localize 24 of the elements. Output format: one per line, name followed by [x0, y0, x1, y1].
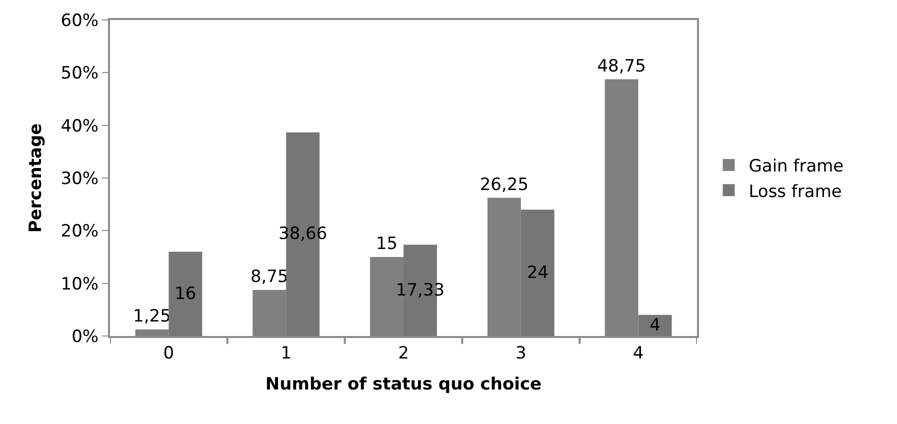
data-label: 26,25	[480, 174, 529, 195]
y-tick-label: 30%	[60, 168, 99, 189]
y-tick-label: 50%	[60, 64, 99, 84]
y-tick-label: 20%	[60, 222, 99, 242]
x-tick-label: 2	[398, 343, 409, 364]
x-tick-label: 1	[280, 343, 292, 364]
data-label: 16	[174, 284, 196, 304]
y-tick-label: 40%	[60, 116, 99, 136]
y-tick-label: 0%	[72, 326, 99, 347]
legend-label: Loss frame	[748, 182, 842, 202]
y-tick-label: 10%	[60, 274, 99, 294]
x-tick-label: 4	[632, 343, 644, 364]
y-axis-title: Percentage	[26, 123, 46, 233]
data-label: 24	[526, 262, 548, 283]
y-tick-label: 60%	[60, 10, 99, 31]
data-label: 15	[376, 234, 398, 254]
data-label: 8,75	[250, 266, 288, 287]
data-label: 4	[650, 315, 660, 336]
legend-label: Gain frame	[748, 156, 844, 177]
x-tick-label: 3	[515, 343, 526, 364]
x-axis-title: Number of status quo choice	[265, 374, 542, 394]
x-tick-label: 0	[163, 343, 174, 364]
data-label: 1,25	[133, 306, 171, 326]
data-label: 48,75	[597, 56, 646, 76]
